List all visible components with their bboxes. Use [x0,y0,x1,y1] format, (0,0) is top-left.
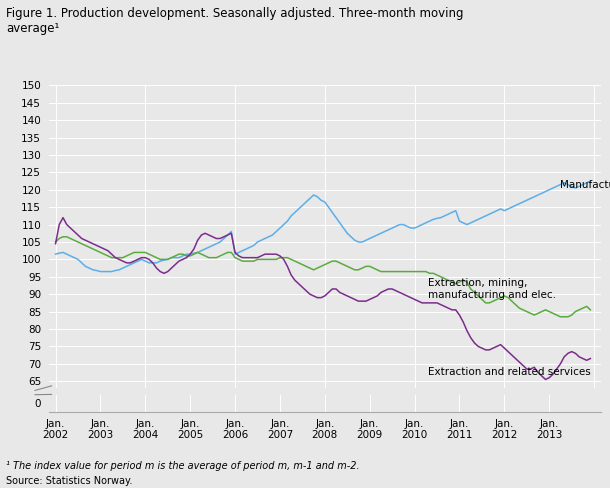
Text: Manufacturing: Manufacturing [561,180,610,189]
Text: Extraction and related services: Extraction and related services [428,367,591,378]
Text: Source: Statistics Norway.: Source: Statistics Norway. [6,476,132,486]
Text: Extraction, mining,
manufacturing and elec.: Extraction, mining, manufacturing and el… [428,278,556,300]
Text: ¹ The index value for period m is the average of period m, m-1 and m-2.: ¹ The index value for period m is the av… [6,461,360,471]
Text: Figure 1. Production development. Seasonally adjusted. Three-month moving
averag: Figure 1. Production development. Season… [6,7,464,35]
